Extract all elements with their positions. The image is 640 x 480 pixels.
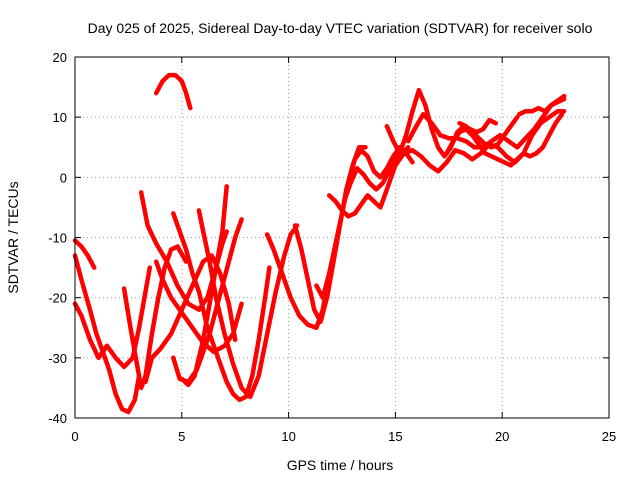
- series-sat-b: [72, 253, 142, 415]
- x-tick-label: 20: [495, 429, 509, 444]
- y-tick-label: -10: [48, 231, 67, 246]
- series-layer: [72, 72, 567, 415]
- series-sat-d: [121, 244, 189, 391]
- series-sat-k: [179, 229, 229, 388]
- y-tick-label: 0: [60, 170, 67, 185]
- series-sat-u: [457, 114, 520, 150]
- grid-lines: [75, 57, 609, 418]
- series-sat-a: [72, 238, 97, 270]
- y-tick-label: 20: [53, 50, 67, 65]
- x-tick-label: 10: [281, 429, 295, 444]
- y-tick-label: -30: [48, 351, 67, 366]
- x-axis-label: GPS time / hours: [287, 457, 394, 473]
- chart-title: Day 025 of 2025, Sidereal Day-to-day VTE…: [88, 20, 593, 36]
- series-sat-g: [153, 259, 244, 355]
- y-tick-label: -20: [48, 291, 67, 306]
- series-sat-l: [196, 208, 300, 400]
- series-sat-h: [153, 72, 193, 111]
- series-sat-o: [314, 145, 415, 300]
- x-tick-label: 5: [178, 429, 185, 444]
- x-tick-label: 0: [71, 429, 78, 444]
- y-axis-label: SDTVAR / TECUs: [5, 181, 21, 293]
- x-tick-label: 15: [388, 429, 402, 444]
- x-tick-label: 25: [602, 429, 616, 444]
- series-sat-i: [171, 211, 272, 403]
- series-sat-p: [326, 108, 567, 219]
- axis-ticks: 0 5 10 15 20 25 -40 -30 -20 -10 0 10 20: [48, 50, 616, 444]
- series-sat-q: [341, 145, 411, 204]
- series-sat-c: [72, 265, 153, 370]
- series-sat-v: [517, 96, 567, 117]
- y-tick-label: 10: [53, 110, 67, 125]
- y-tick-label: -40: [48, 411, 67, 426]
- series-sat-r: [384, 87, 499, 159]
